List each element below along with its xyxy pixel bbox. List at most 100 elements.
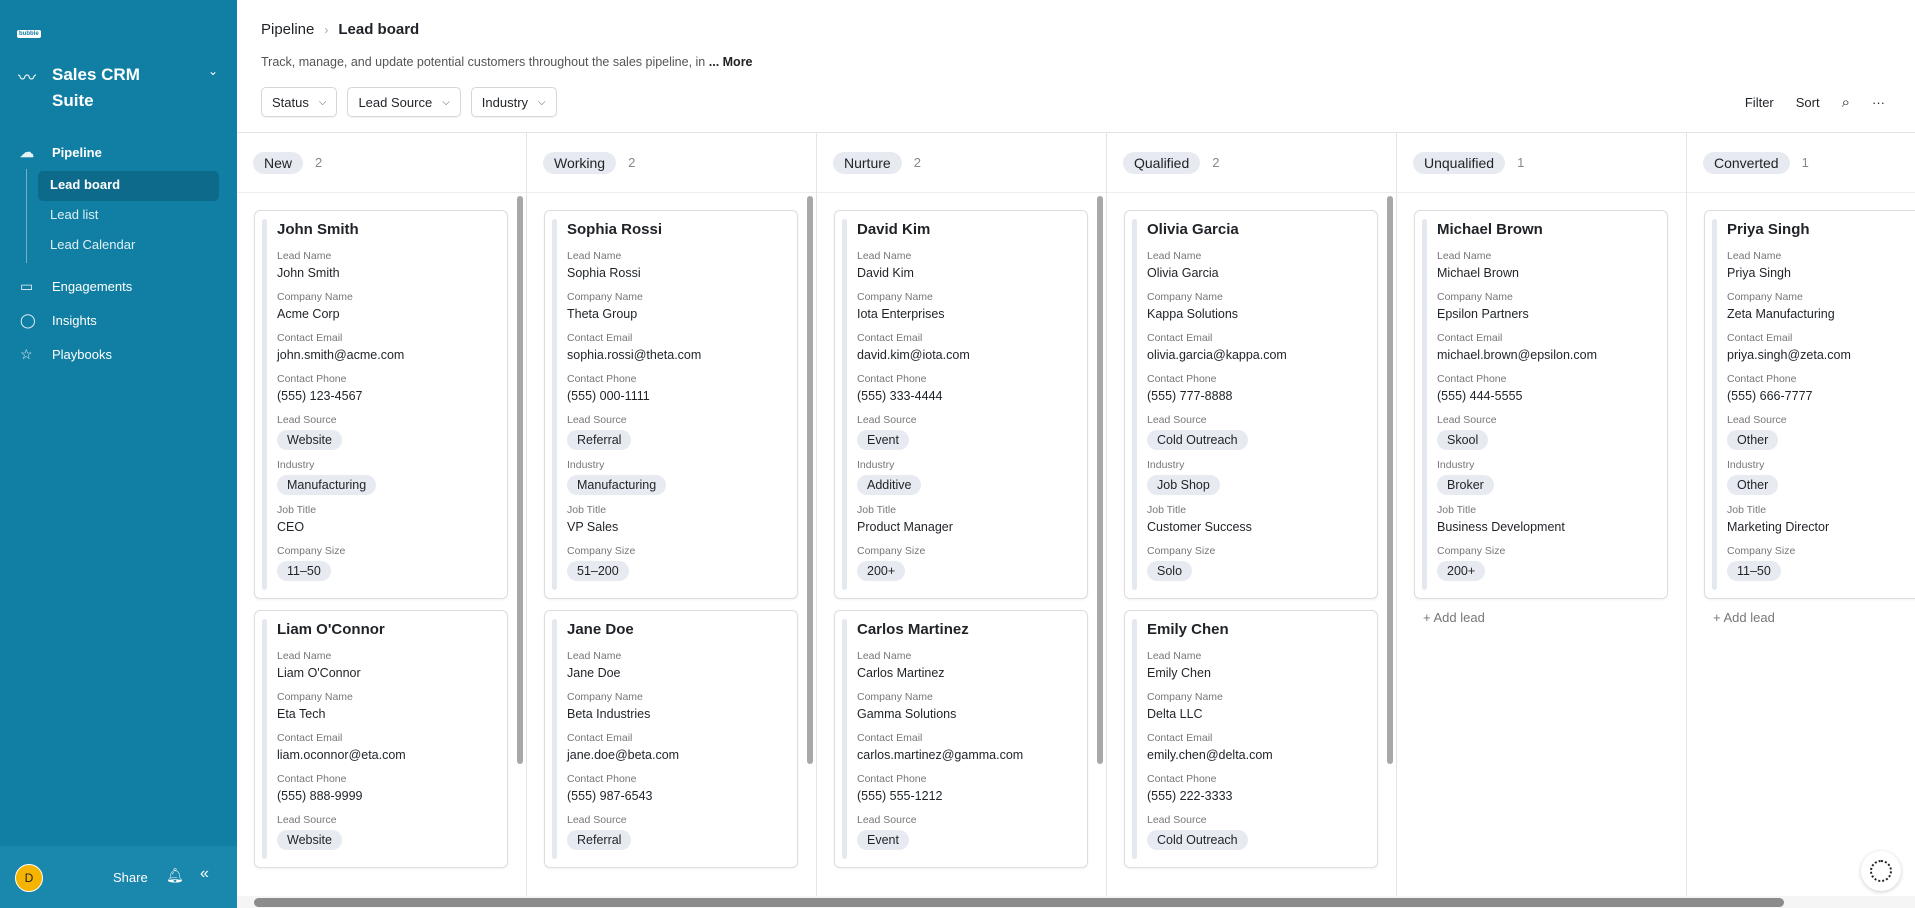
field-value: Kappa Solutions — [1147, 307, 1239, 321]
field-value-wrap: (555) 777-8888 — [1147, 389, 1367, 403]
filter-button[interactable]: Filter — [1744, 95, 1774, 110]
cloud-icon: ☁ — [20, 143, 34, 160]
field-value: (555) 777-8888 — [1147, 389, 1233, 403]
lead-card[interactable]: Priya Singh Lead Name Priya Singh Company N… — [1704, 210, 1915, 599]
field-value: emily.chen@delta.com — [1147, 748, 1273, 762]
sidebar-item-lead-board[interactable]: Lead board — [38, 171, 219, 201]
avatar[interactable]: D — [15, 864, 43, 892]
collapse-sidebar-icon[interactable]: « — [200, 865, 209, 882]
field-value: Liam O'Connor — [277, 666, 361, 680]
search-icon[interactable]: ⌕ — [1841, 94, 1850, 111]
lead-card[interactable]: Olivia Garcia Lead Name Olivia Garcia Compa… — [1124, 210, 1378, 599]
card-list: John Smith Lead Name John Smith Company Nam… — [237, 193, 526, 868]
field-value-wrap: (555) 222-3333 — [1147, 789, 1367, 803]
breadcrumb-pipeline[interactable]: Pipeline — [261, 21, 315, 38]
more-link[interactable]: ... More — [708, 55, 753, 69]
vertical-scrollbar[interactable] — [807, 196, 813, 764]
field-value-wrap: sophia.rossi@theta.com — [567, 348, 787, 362]
field-value-wrap: (555) 987-6543 — [567, 789, 787, 803]
sidebar-item-lead-calendar[interactable]: Lead Calendar — [50, 237, 136, 252]
chevron-down-icon: ⌵ — [318, 96, 327, 108]
field-value-wrap: Zeta Manufacturing — [1727, 307, 1915, 321]
field-value-wrap: Cold Outreach — [1147, 830, 1367, 859]
field-label: Contact Email — [1147, 732, 1213, 744]
field-label: Contact Phone — [277, 373, 347, 385]
field-tag: 200+ — [1437, 561, 1486, 581]
field-value-wrap: Beta Industries — [567, 707, 787, 721]
field-value: (555) 222-3333 — [1147, 789, 1233, 803]
lead-card[interactable]: Emily Chen Lead Name Emily Chen Company Nam… — [1124, 610, 1378, 868]
field-value-wrap: 200+ — [857, 561, 1077, 590]
field-label: Company Name — [857, 291, 933, 303]
add-lead-button[interactable]: + Add lead — [1713, 610, 1775, 625]
field-value-wrap: Manufacturing — [277, 475, 497, 504]
sidebar-item-label: Engagements — [52, 278, 133, 294]
field-label: Job Title — [277, 504, 317, 516]
share-button[interactable]: Share — [113, 870, 148, 885]
lead-card[interactable]: John Smith Lead Name John Smith Company Nam… — [254, 210, 508, 599]
page-description: Track, manage, and update potential cust… — [261, 55, 753, 69]
card-title: Olivia Garcia — [1147, 221, 1239, 238]
field-value-wrap: Additive — [857, 475, 1077, 504]
sidebar-item-insights[interactable]: ◯ Insights — [0, 303, 237, 337]
field-value: Emily Chen — [1147, 666, 1211, 680]
sidebar-item-pipeline[interactable]: ☁ Pipeline — [0, 135, 237, 169]
field-value-wrap: Liam O'Connor — [277, 666, 497, 680]
column-qualified: Qualified 2 Olivia Garcia Lead Name Olivia G… — [1107, 133, 1397, 903]
field-label: Contact Email — [857, 332, 923, 344]
field-label: Contact Email — [567, 332, 633, 344]
status-filter[interactable]: Status ⌵ — [261, 87, 338, 117]
sidebar-item-playbooks[interactable]: ☆ Playbooks — [0, 337, 237, 371]
field-value-wrap: Michael Brown — [1437, 266, 1657, 280]
filter-bar: Status ⌵ Lead Source ⌵ Industry ⌵ — [261, 87, 557, 117]
card-list: Olivia Garcia Lead Name Olivia Garcia Compa… — [1107, 193, 1396, 868]
scrollbar-thumb[interactable] — [254, 898, 1784, 907]
sidebar-item-lead-list[interactable]: Lead list — [50, 207, 99, 222]
field-value-wrap: Referral — [567, 430, 787, 459]
field-label: Company Name — [1147, 291, 1223, 303]
filter-label: Status — [272, 94, 309, 110]
card-title: Carlos Martinez — [857, 621, 969, 638]
lead-card[interactable]: Liam O'Connor Lead Name Liam O'Connor Compa… — [254, 610, 508, 868]
add-lead-button[interactable]: + Add lead — [1423, 610, 1485, 625]
vertical-scrollbar[interactable] — [1387, 196, 1393, 764]
industry-filter[interactable]: Industry ⌵ — [470, 87, 557, 117]
more-options-icon[interactable]: ··· — [1872, 95, 1885, 110]
card-title: Jane Doe — [567, 621, 634, 638]
column-working: Working 2 Sophia Rossi Lead Name Sophia Ross… — [527, 133, 817, 903]
sort-button[interactable]: Sort — [1795, 95, 1820, 110]
column-count: 2 — [913, 155, 921, 170]
field-value-wrap: olivia.garcia@kappa.com — [1147, 348, 1367, 362]
horizontal-scrollbar[interactable] — [237, 896, 1915, 908]
vertical-scrollbar[interactable] — [517, 196, 523, 764]
field-label: Lead Name — [1437, 250, 1492, 262]
field-value: priya.singh@zeta.com — [1727, 348, 1851, 362]
field-value: Delta LLC — [1147, 707, 1203, 721]
chevron-down-icon[interactable]: ⌄ — [207, 64, 218, 78]
sidebar-item-engagements[interactable]: ▭ Engagements — [0, 269, 237, 303]
field-tag: Other — [1727, 475, 1779, 495]
field-tag: Website — [277, 430, 342, 450]
field-label: Contact Phone — [277, 773, 347, 785]
field-label: Lead Name — [277, 650, 332, 662]
field-tag: 11–50 — [1727, 561, 1781, 581]
field-value: (555) 444-5555 — [1437, 389, 1523, 403]
field-label: Company Size — [567, 545, 636, 557]
app-switcher[interactable]: 〰 Sales CRM Suite ⌄ — [18, 62, 218, 114]
lead-card[interactable]: Carlos Martinez Lead Name Carlos Martinez C… — [834, 610, 1088, 868]
lead-card[interactable]: Sophia Rossi Lead Name Sophia Rossi Company… — [544, 210, 798, 599]
field-tag: 200+ — [857, 561, 906, 581]
lead-card[interactable]: David Kim Lead Name David Kim Company Name I… — [834, 210, 1088, 599]
field-value: (555) 666-7777 — [1727, 389, 1813, 403]
lead-card[interactable]: Jane Doe Lead Name Jane Doe Company Name Bet… — [544, 610, 798, 868]
field-value: Acme Corp — [277, 307, 340, 321]
lead-card[interactable]: Michael Brown Lead Name Michael Brown Compa… — [1414, 210, 1668, 599]
vertical-scrollbar[interactable] — [1097, 196, 1103, 764]
field-tag: Manufacturing — [567, 475, 667, 495]
bell-icon[interactable]: 🔔︎ — [166, 867, 184, 883]
field-tag: Skool — [1437, 430, 1489, 450]
field-value: Product Manager — [857, 520, 953, 534]
field-value-wrap: Event — [857, 430, 1077, 459]
field-value-wrap: Referral — [567, 830, 787, 859]
lead-source-filter[interactable]: Lead Source ⌵ — [347, 87, 461, 117]
